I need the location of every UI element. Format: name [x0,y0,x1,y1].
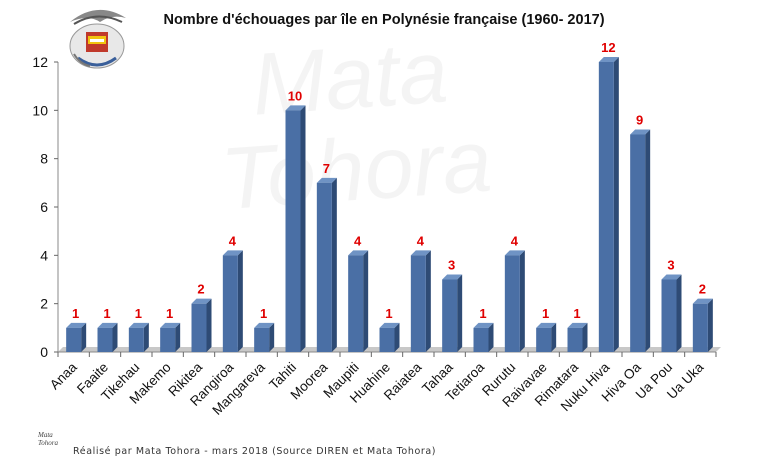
bar-side [645,129,651,352]
data-label: 7 [323,161,330,176]
bar-side [582,322,588,352]
small-logo-line2: Tohora [38,439,58,447]
data-label: 1 [479,306,486,321]
bar-top [598,57,619,62]
bar-top [66,322,87,328]
bar [254,327,270,352]
bar-side [112,322,118,352]
data-label: 9 [636,113,643,128]
chart-title: Nombre d'échouages par île en Polynésie … [163,12,605,28]
y-tick-label: 10 [32,102,48,118]
bar [66,327,82,352]
data-label: 2 [197,282,204,297]
bar-top [473,322,494,328]
bar-top [661,274,682,280]
small-logo: Mata Tohora [38,431,58,447]
bar-top [160,322,181,328]
bar-top [285,105,306,111]
data-label: 1 [260,306,267,321]
y-tick-label: 6 [40,199,48,215]
bar-side [237,250,243,352]
bar-side [676,274,682,352]
data-label: 1 [103,306,110,321]
bar [661,279,677,352]
bar [598,62,614,352]
bar-side [551,322,557,352]
bar [630,134,646,352]
bar-side [394,322,400,352]
bar-top [316,177,337,183]
data-label: 1 [72,306,79,321]
bar-side [206,298,212,352]
bar [692,303,708,352]
data-label: 4 [354,233,362,248]
mata-tohora-logo [60,0,134,78]
bar-top [442,274,463,280]
data-label: 12 [601,40,615,55]
bar-side [425,250,431,352]
data-label: 1 [385,306,392,321]
bar-side [613,57,619,352]
data-label: 1 [542,306,549,321]
bar-top [630,129,651,135]
bar-side [488,322,494,352]
bar-side [300,105,306,352]
bar-top [97,322,118,328]
bar-side [175,322,181,352]
bar [348,255,364,352]
bar [160,327,176,352]
data-label: 3 [667,258,674,273]
bar [191,303,207,352]
y-tick-label: 4 [40,247,48,263]
bar-top [128,322,149,328]
bar-side [143,322,149,352]
bar [379,327,395,352]
y-tick-label: 2 [40,296,48,312]
bar [316,182,332,352]
data-label: 4 [511,233,519,248]
bar-side [269,322,275,352]
bar-top [410,250,431,256]
bar-top [379,322,400,328]
bar-top [567,322,588,328]
bar-top [504,250,525,256]
data-label: 4 [417,233,425,248]
bar [442,279,458,352]
bar [285,110,301,352]
bar-top [254,322,275,328]
bar-top [536,322,557,328]
bar-side [519,250,525,352]
bar-side [331,177,337,352]
bar-side [457,274,463,352]
bar [222,255,238,352]
data-label: 1 [166,306,173,321]
bar-top [348,250,369,256]
bar-side [363,250,369,352]
bar-side [707,298,713,352]
bar [567,327,583,352]
small-logo-line1: Mata [38,431,53,439]
data-label: 3 [448,258,455,273]
bar-top [222,250,243,256]
bar [410,255,426,352]
bar [128,327,144,352]
bar-top [191,298,212,304]
data-label: 10 [288,88,302,103]
bar [536,327,552,352]
y-tick-label: 12 [32,54,48,70]
bar-side [81,322,87,352]
data-label: 4 [229,233,237,248]
bar [504,255,520,352]
y-tick-label: 0 [40,344,48,360]
data-label: 1 [135,306,142,321]
bar [97,327,113,352]
y-tick-label: 8 [40,151,48,167]
data-label: 2 [699,282,706,297]
bar [473,327,489,352]
bar-top [692,298,713,304]
footer-credit: Réalisé par Mata Tohora - mars 2018 (Sou… [73,446,437,457]
data-label: 1 [573,306,580,321]
